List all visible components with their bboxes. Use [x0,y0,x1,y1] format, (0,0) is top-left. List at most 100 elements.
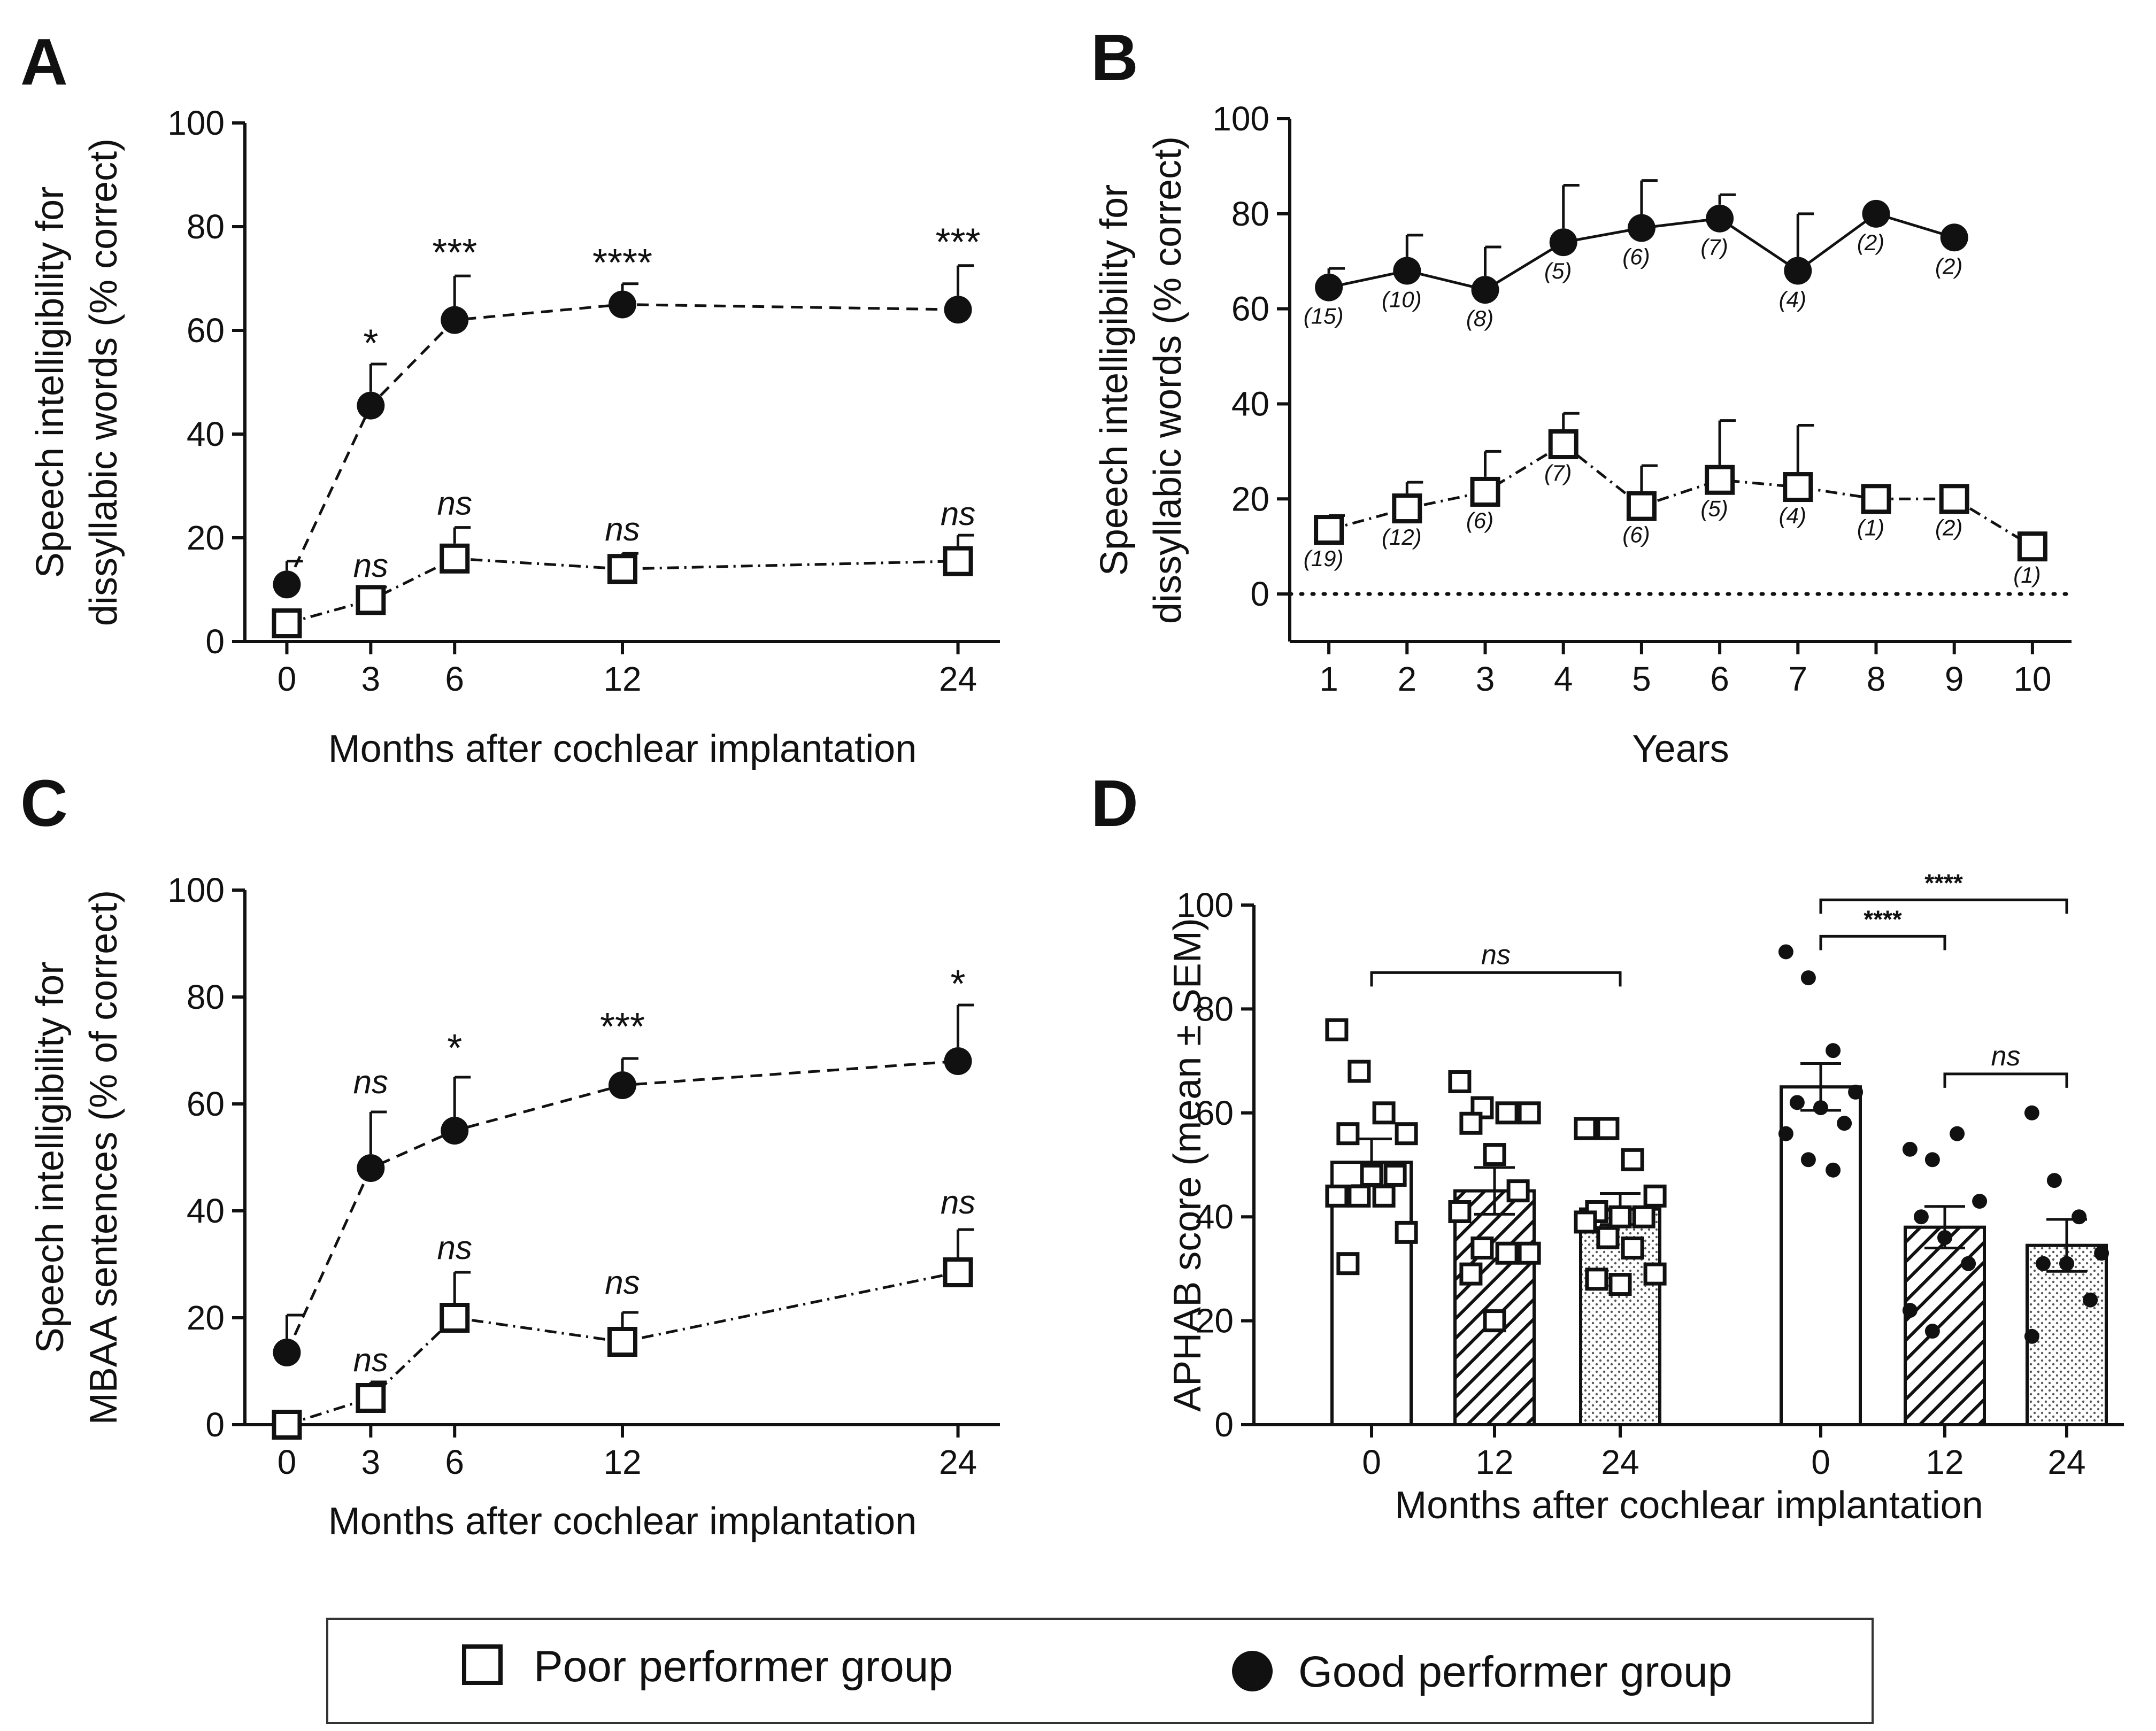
panel-b-y-tick-label: 60 [1231,290,1269,328]
panel-b-series-good-count-label: (6) [1622,244,1650,269]
panel-d-bar-good-0-point [1848,1084,1864,1100]
panel-d-bar-good-12-point [1961,1256,1976,1271]
panel-d-bar-poor-12-point [1483,1143,1506,1166]
panel-c-ns-annotation: ns [353,1342,388,1379]
panel-d-bar-good-12-point [1937,1230,1952,1246]
panel-d-x-tick-label: 12 [1926,1443,1964,1481]
panel-b-series-poor-point [1470,476,1500,507]
panel-b-x-tick-label: 4 [1554,660,1573,698]
panel-a-series-good-point [441,306,469,334]
panel-d-y-tick-label: 20 [1196,1302,1234,1340]
panel-a-y-tick-label: 80 [187,207,225,246]
panel-b-series-good-count-label: (4) [1779,287,1806,312]
panel-d-bar-good-12-point [1902,1141,1918,1157]
panel-d-ns-annotation: ns [1991,1041,2021,1072]
panel-d-bar-good-24-point [2035,1256,2051,1271]
legend-label-poor: Poor performer group [534,1642,953,1691]
panel-a-y-tick-label: 100 [167,104,225,142]
legend-circle-icon [1232,1651,1273,1691]
panel-b: B 0 20 40 60 80 100 1 2 3 4 5 6 7 8 9 10 (15) (10) (8) (5) (… [1091,21,2074,770]
panel-a-significance-annotation: **** [592,242,652,284]
panel-c-ns-annotation: ns [353,1064,388,1101]
panel-c-significance-annotation: * [447,1027,462,1070]
panel-d-bar-poor-12-point [1459,1111,1483,1135]
panel-d-comparison-bracket [1943,1072,2068,1088]
panel-d-bar-poor-24-point [1608,1273,1632,1296]
panel-d-bar-poor-0-point [1372,1184,1396,1208]
panel-d-bar-poor-0-point [1325,1018,1349,1041]
panel-b-series-poor-count-label: (5) [1700,496,1728,521]
panel-c-x-tick-label: 24 [939,1443,977,1481]
panel-b-x-tick-label: 10 [2013,660,2051,698]
panel-b-series-good-count-label: (8) [1466,306,1493,331]
panel-b-series-poor-point [1939,484,1969,514]
panel-b-series-poor-point [1314,515,1344,545]
panel-a-ns-annotation: ns [437,485,472,522]
panel-b-series-poor-count-label: (7) [1544,460,1572,485]
panel-d-bar-poor-24-point [1632,1205,1656,1228]
panel-d-bar-poor-12-point [1483,1309,1506,1333]
panel-b-ylabel-line2: dissyllabic words (% correct) [1146,136,1189,624]
panel-c-ns-annotation: ns [437,1230,472,1266]
panel-b-y-tick-label: 0 [1250,575,1269,613]
panel-d-bar-good-12-point [1924,1324,1940,1339]
panel-d-bar-poor-0-point [1348,1060,1371,1083]
panel-c-ns-annotation: ns [605,1264,640,1301]
panel-b-series-poor-count-label: (2) [1935,515,1962,540]
panel-b-series-good-count-label: (15) [1304,304,1344,329]
panel-c-series-good-point [441,1117,469,1145]
panel-d-bar-poor-24-point [1643,1184,1667,1208]
panel-c-y-tick-label: 80 [187,978,225,1016]
panel-d-bar-good-24-point [2094,1246,2109,1261]
panel-d-bar-poor-0-point [1348,1184,1371,1208]
panel-d-bar-poor-0-point [1325,1184,1349,1208]
panel-d-bar-good-0-point [1800,970,1816,986]
panel-b-series-good-point [1471,276,1499,304]
panel-d-bar-good-24-point [2072,1209,2087,1225]
panel-c-y-tick-label: 20 [187,1299,225,1337]
panel-c-x-tick-label: 6 [445,1443,464,1481]
panel-d-ylabel: APHAB score (mean ± SEM) [1166,918,1209,1412]
panel-d-bar-poor-12-point [1495,1101,1519,1125]
legend: Poor performer group Good performer grou… [326,1618,1874,1724]
panel-d-bar-poor-24-point [1621,1237,1644,1260]
panel-b-series-poor-count-label: (4) [1779,503,1806,528]
panel-a-series-good-point [273,570,301,599]
panel-d-bar-good-24-point [2083,1292,2098,1308]
panel-a-x-tick-label: 12 [603,660,641,698]
panel-b-series-poor-count-label: (19) [1304,546,1344,571]
panel-d-bar-good-12-point [1950,1126,1965,1141]
panel-d-bar-good-0-point [1826,1162,1841,1178]
panel-c-series-poor-point [272,1410,302,1440]
panel-letter-a: A [20,26,68,99]
panel-c-significance-annotation: *** [600,1006,645,1048]
panel-b-x-tick-label: 7 [1789,660,1808,698]
panel-d-bar-poor-24-point [1574,1117,1597,1140]
panel-b-series-poor-point [1626,491,1657,521]
panel-a-x-tick-label: 6 [445,660,464,698]
panel-c-ns-annotation: ns [941,1184,975,1221]
panel-a-significance-annotation: * [363,322,378,365]
panel-b-series-good-point [1627,214,1656,242]
panel-d-bar-poor-24-point [1596,1117,1620,1140]
panel-b-x-tick-label: 1 [1319,660,1338,698]
panel-b-series-poor-point [1705,465,1735,495]
panel-d-bar-poor-12-point [1518,1101,1541,1125]
panel-a-series-poor-point [943,546,973,576]
panel-a-series-poor-point [607,554,637,584]
panel-d: D 0 20 40 60 80 100 0 12 24 0 12 24 ns **** **** ns APH… [1091,767,2124,1527]
panel-d-bar-good-12-point [1902,1303,1918,1318]
panel-d-significance-annotation: **** [1924,869,1963,897]
panel-d-bar-poor-12-point [1459,1262,1483,1286]
panel-d-axes: 0 20 40 60 80 100 0 12 24 0 12 24 ns **** **** ns [1176,869,2124,1481]
panel-d-bar-good-0-point [1826,1043,1841,1058]
panel-d-bar-good-12-point [1972,1194,1988,1209]
panel-b-x-tick-label: 8 [1867,660,1886,698]
legend-label-good: Good performer group [1298,1648,1732,1696]
panel-c-ylabel-line2: MBAA sentences (% of correct) [82,890,125,1425]
panel-d-bar-poor-12-point [1448,1070,1472,1093]
panel-b-y-tick-label: 40 [1231,384,1269,423]
panel-c-series-good-point [609,1071,636,1099]
panel-d-bar-good-0-point [1837,1116,1852,1131]
